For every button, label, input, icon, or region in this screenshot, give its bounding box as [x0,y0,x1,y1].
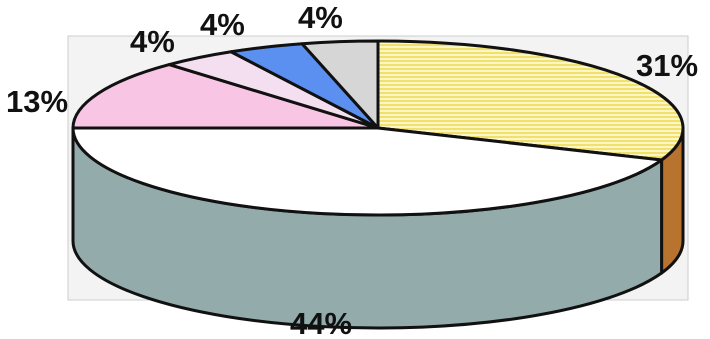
label-13-percent: 13% [6,84,68,119]
pie-labels: 31% 44% 13% 4% 4% 4% [6,0,698,339]
pie-slices [71,39,685,217]
pie-slice-0 [376,39,685,162]
label-44-percent: 44% [290,306,352,339]
pie-slice-1 [71,126,664,217]
pie-slice-5 [300,39,380,130]
pie-sides [71,126,685,330]
label-31-percent: 31% [636,48,698,83]
label-4-percent-gray: 4% [298,0,343,35]
label-4-percent-blue: 4% [200,7,245,42]
pie-slice-2 [71,63,380,130]
label-4-percent-pink: 4% [130,24,175,59]
